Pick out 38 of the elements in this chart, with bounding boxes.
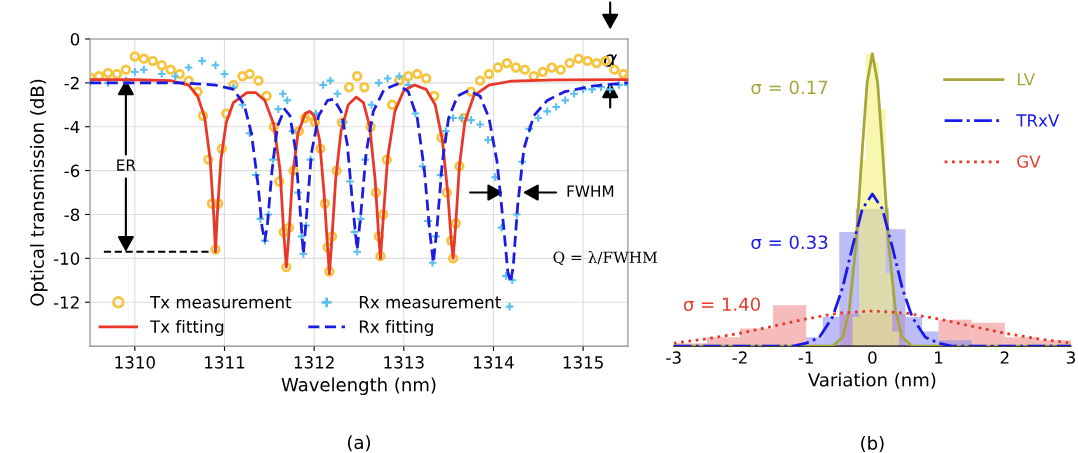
legend-label: Tx fitting bbox=[149, 319, 224, 337]
annotation: σ = 1.40 bbox=[683, 297, 760, 312]
text: (a) bbox=[347, 435, 370, 452]
x-tick-label: 1312 bbox=[294, 356, 334, 369]
x-tick-label: -1 bbox=[798, 351, 813, 364]
x-tick-label: 1313 bbox=[384, 356, 424, 369]
legend-label: Tx measurement bbox=[149, 296, 292, 309]
y-tick-label: -2 bbox=[64, 76, 79, 90]
x-tick-label: -3 bbox=[666, 351, 681, 364]
legend-label: LV bbox=[1017, 73, 1036, 86]
y-tick-label: 0 bbox=[70, 32, 80, 46]
x-tick-label: 1 bbox=[935, 351, 943, 364]
x-tick-label: 1314 bbox=[474, 356, 514, 369]
x-tick-label: 1310 bbox=[115, 356, 155, 369]
x-axis-title: Wavelength (nm) bbox=[281, 377, 436, 395]
x-tick-label: 2 bbox=[1000, 351, 1009, 364]
y-tick-label: -4 bbox=[64, 120, 80, 134]
legend-label: Rx measurement bbox=[359, 296, 501, 309]
annotation: ER bbox=[117, 159, 136, 171]
annotation: σ = 0.33 bbox=[751, 235, 828, 250]
legend-label: GV bbox=[1017, 155, 1041, 168]
annotation: Q = λ/FWHM bbox=[553, 251, 657, 266]
legend-label: TRxV bbox=[1016, 114, 1060, 127]
y-axis-title: Optical transmission (dB) bbox=[30, 79, 48, 306]
y-tick-label: -8 bbox=[64, 208, 80, 222]
y-tick-label: -10 bbox=[53, 252, 80, 265]
x-tick-label: 0 bbox=[868, 351, 877, 364]
text: (b) bbox=[861, 435, 884, 453]
x-axis-title: Variation (nm) bbox=[808, 372, 936, 389]
x-tick-label: -2 bbox=[732, 351, 747, 364]
legend-label: Rx fitting bbox=[359, 319, 433, 337]
x-tick-label: 3 bbox=[1066, 351, 1075, 364]
annotation: FWHM bbox=[567, 185, 614, 197]
annotation: σ = 0.17 bbox=[751, 80, 828, 95]
x-tick-label: 1315 bbox=[563, 356, 603, 369]
y-tick-label: -6 bbox=[64, 164, 80, 178]
y-tick-label: -12 bbox=[53, 296, 79, 309]
x-tick-label: 1311 bbox=[205, 356, 245, 369]
